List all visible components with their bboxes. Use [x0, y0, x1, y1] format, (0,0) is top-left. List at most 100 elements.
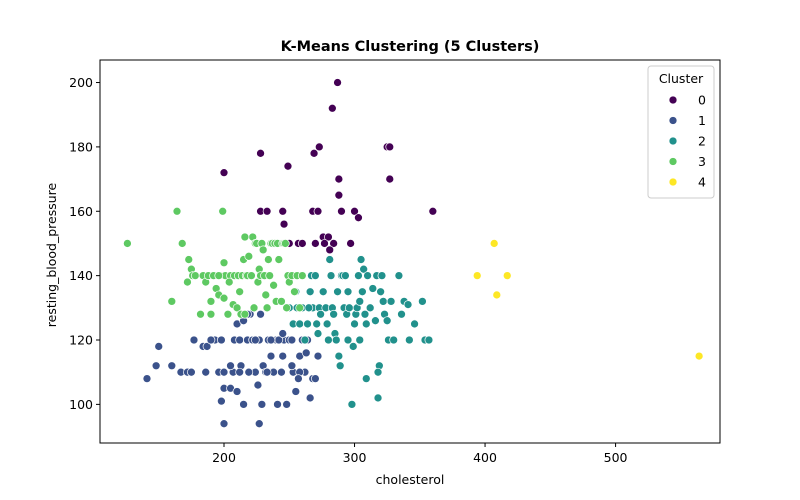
data-point-cluster-1	[189, 335, 199, 345]
data-point-cluster-1	[257, 400, 267, 409]
data-point-cluster-2	[300, 335, 310, 345]
data-point-cluster-3	[183, 277, 192, 287]
data-point-cluster-2	[326, 271, 336, 280]
data-point-cluster-0	[354, 213, 363, 223]
data-point-cluster-1	[287, 335, 297, 345]
data-point-cluster-2	[356, 255, 366, 264]
data-point-cluster-3	[269, 280, 278, 290]
data-point-cluster-2	[344, 303, 354, 313]
data-point-cluster-2	[303, 319, 312, 329]
data-point-cluster-1	[202, 342, 212, 351]
data-point-cluster-3	[261, 290, 271, 300]
data-point-cluster-0	[350, 206, 359, 216]
data-point-cluster-2	[377, 271, 387, 280]
data-point-cluster-1	[278, 351, 288, 361]
data-point-cluster-1	[294, 374, 303, 383]
data-point-cluster-3	[219, 293, 229, 303]
data-point-cluster-0	[333, 78, 342, 87]
data-point-cluster-1	[287, 361, 297, 371]
data-point-cluster-2	[355, 335, 365, 345]
legend-title: Cluster	[659, 71, 704, 86]
legend-box	[647, 65, 715, 199]
data-point-cluster-3	[232, 303, 242, 313]
data-point-cluster-2	[371, 316, 380, 326]
x-tick-label: 500	[604, 450, 628, 465]
data-point-cluster-2	[365, 303, 375, 313]
y-tick-label: 140	[69, 268, 93, 283]
data-point-cluster-2	[410, 319, 419, 329]
data-point-cluster-2	[343, 287, 353, 297]
data-point-cluster-3	[223, 309, 233, 319]
data-point-cluster-1	[291, 387, 301, 396]
data-point-cluster-0	[313, 206, 323, 216]
legend: Cluster 0 1 2 3 4	[647, 65, 715, 199]
data-point-cluster-0	[311, 239, 320, 248]
data-point-cluster-1	[201, 367, 211, 377]
data-point-cluster-1	[256, 309, 265, 319]
data-point-cluster-3	[262, 303, 272, 313]
data-point-cluster-3	[184, 255, 194, 264]
data-point-cluster-3	[219, 258, 229, 268]
data-point-cluster-2	[394, 271, 404, 280]
data-point-cluster-1	[253, 380, 263, 390]
data-point-cluster-0	[278, 206, 288, 216]
data-point-cluster-2	[354, 271, 363, 280]
data-point-cluster-0	[314, 142, 324, 152]
data-point-cluster-0	[262, 206, 272, 216]
data-point-cluster-2	[305, 287, 315, 297]
legend-marker-0	[668, 95, 678, 105]
data-point-cluster-2	[331, 335, 341, 345]
data-point-cluster-2	[424, 335, 434, 345]
data-point-cluster-1	[235, 367, 245, 377]
data-point-cluster-0	[325, 245, 335, 255]
data-point-cluster-1	[217, 396, 226, 406]
data-point-cluster-4	[502, 271, 512, 280]
data-point-cluster-0	[385, 142, 395, 152]
data-point-cluster-1	[244, 367, 254, 377]
data-point-cluster-3	[244, 251, 254, 261]
x-tick-label: 300	[343, 450, 367, 465]
data-point-cluster-1	[250, 335, 260, 345]
data-point-cluster-3	[214, 271, 224, 280]
data-point-cluster-2	[324, 335, 333, 345]
data-point-cluster-2	[295, 319, 305, 329]
legend-label-3: 3	[698, 154, 706, 169]
data-point-cluster-3	[235, 287, 245, 297]
chart-title: K-Means Clustering (5 Clusters)	[281, 39, 540, 55]
legend-marker-2	[668, 136, 678, 146]
data-point-cluster-1	[301, 348, 311, 358]
data-point-cluster-4	[492, 290, 502, 300]
data-point-cluster-3	[282, 303, 292, 313]
y-tick-label: 200	[69, 75, 93, 90]
data-point-cluster-2	[322, 319, 332, 329]
data-point-cluster-0	[334, 174, 344, 184]
data-point-cluster-1	[206, 335, 216, 345]
data-point-cluster-1	[235, 335, 245, 345]
data-point-cluster-1	[313, 351, 323, 361]
data-point-cluster-1	[154, 342, 164, 351]
data-point-cluster-2	[343, 335, 353, 345]
data-point-cluster-0	[324, 232, 333, 242]
data-point-cluster-0	[385, 174, 395, 184]
data-point-cluster-0	[279, 219, 289, 229]
data-point-cluster-2	[361, 319, 371, 329]
data-point-cluster-1	[151, 361, 161, 371]
data-point-cluster-1	[278, 329, 288, 338]
data-points	[123, 78, 704, 429]
data-point-cluster-3	[190, 271, 200, 280]
data-point-cluster-1	[232, 387, 242, 396]
data-point-cluster-0	[329, 239, 338, 248]
data-point-cluster-1	[239, 400, 248, 409]
data-point-cluster-0	[337, 206, 346, 216]
data-point-cluster-0	[334, 190, 344, 200]
y-tick-label: 180	[69, 139, 93, 154]
data-point-cluster-0	[297, 239, 307, 248]
data-point-cluster-3	[240, 309, 250, 319]
data-point-cluster-2	[329, 309, 338, 319]
data-point-cluster-2	[361, 374, 371, 383]
y-tick-label: 160	[69, 204, 93, 219]
data-point-cluster-3	[264, 255, 273, 264]
data-point-cluster-0	[346, 239, 355, 248]
y-axis-label: resting_blood_pressure	[44, 182, 59, 327]
